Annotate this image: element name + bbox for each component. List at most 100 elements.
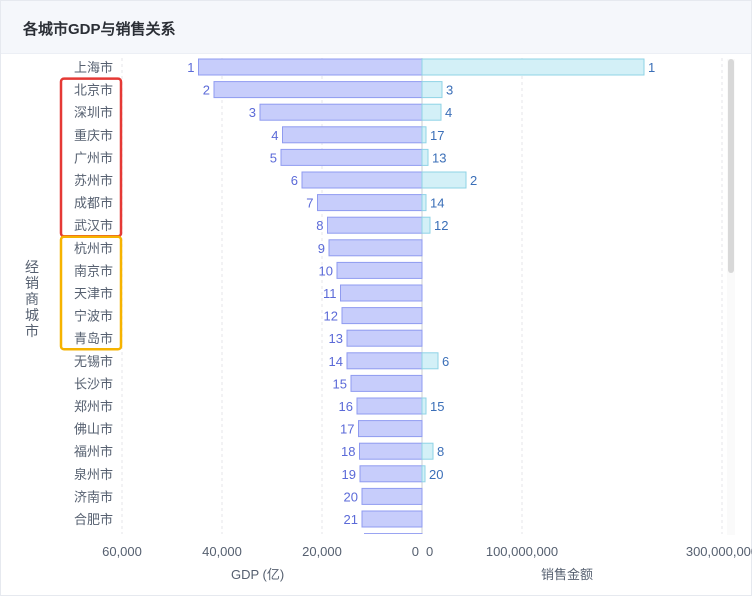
gdp-bar: [359, 465, 423, 483]
sales-bar: [421, 103, 442, 121]
category-label: 广州市: [74, 150, 113, 165]
gdp-rank-label: 16: [339, 399, 353, 414]
gdp-bar: [340, 284, 423, 302]
category-label: 青岛市: [74, 331, 113, 346]
category-label: 武汉市: [74, 218, 113, 233]
sales-rank-label: 15: [430, 399, 444, 414]
gdp-rank-label: 5: [270, 150, 277, 165]
gdp-rank-label: 7: [306, 196, 313, 211]
highlight-box-yellow: [59, 235, 123, 351]
gdp-bar: [350, 374, 423, 392]
category-label: 宁波市: [74, 309, 113, 324]
gdp-rank-label: 20: [344, 489, 358, 504]
gdp-rank-label: 8: [316, 218, 323, 233]
gdp-bar: [341, 307, 423, 325]
sales-bar: [421, 352, 439, 370]
x-axis-label-sales: 销售金额: [541, 567, 594, 582]
sales-rank-label: 12: [434, 218, 448, 233]
gdp-tick-label: 0: [412, 544, 419, 559]
sales-rank-label: 1: [648, 60, 655, 75]
sales-tick-label: 300,000,000: [686, 544, 752, 559]
gdp-bar: [359, 442, 423, 460]
gdp-rank-label: 11: [323, 286, 337, 301]
gdp-tick-label: 40,000: [202, 544, 242, 559]
category-label: 泉州市: [74, 467, 113, 482]
sales-rank-label: 8: [437, 444, 444, 459]
gdp-rank-label: 9: [318, 241, 325, 256]
gdp-rank-label: 1: [187, 60, 194, 75]
gdp-bar: [346, 352, 423, 370]
category-label: 佛山市: [74, 422, 113, 437]
sales-bar: [421, 81, 443, 99]
sales-rank-label: 13: [432, 150, 446, 165]
gdp-rank-label: 15: [333, 376, 347, 391]
gdp-rank-label: 22: [346, 535, 360, 550]
category-label: 长沙市: [74, 376, 113, 391]
gdp-rank-label: 18: [341, 444, 355, 459]
gdp-bar: [213, 81, 423, 99]
gdp-tick-label: 60,000: [102, 544, 142, 559]
sales-bar: [421, 216, 431, 234]
sales-rank-label: 6: [442, 354, 449, 369]
sales-rank-label: 4: [445, 105, 452, 120]
category-label: 苏州市: [74, 173, 113, 188]
gdp-rank-label: 6: [291, 173, 298, 188]
sales-bar: [421, 171, 467, 189]
category-label: 重庆市: [74, 128, 113, 143]
sales-rank-label: 14: [430, 196, 444, 211]
gdp-bar: [328, 239, 423, 257]
category-label: 合肥市: [74, 512, 113, 527]
gdp-bar: [358, 420, 423, 438]
panel-header: 各城市GDP与销售关系: [1, 1, 751, 54]
sales-bar: [421, 397, 427, 415]
gdp-bar: [301, 171, 423, 189]
gdp-bar: [317, 194, 423, 212]
gdp-bar: [346, 329, 423, 347]
category-label: 福州市: [74, 444, 113, 459]
gdp-bar: [280, 148, 423, 166]
gdp-bar: [282, 126, 423, 144]
gdp-rank-label: 12: [324, 309, 338, 324]
gdp-bar: [356, 397, 423, 415]
scrollbar-thumb[interactable]: [728, 59, 734, 273]
gdp-rank-label: 19: [342, 467, 356, 482]
category-label: 上海市: [74, 60, 113, 75]
gdp-rank-label: 21: [344, 512, 358, 527]
gdp-bar: [327, 216, 423, 234]
gdp-bar: [364, 533, 423, 534]
sales-rank-label: 20: [429, 467, 443, 482]
sales-rank-label: 3: [446, 83, 453, 98]
category-label: 无锡市: [74, 354, 113, 369]
category-label: 北京市: [74, 83, 113, 98]
gdp-tick-label: 20,000: [302, 544, 342, 559]
gdp-rank-label: 17: [340, 422, 354, 437]
sales-bar: [421, 194, 427, 212]
gdp-rank-label: 3: [249, 105, 256, 120]
gdp-rank-label: 10: [319, 263, 333, 278]
category-label: 南京市: [74, 263, 113, 278]
gdp-bar: [336, 261, 423, 279]
gdp-bar: [198, 58, 423, 76]
gdp-bar: [361, 487, 423, 505]
sales-bar: [421, 126, 427, 144]
sales-rank-label: 2: [470, 173, 477, 188]
gdp-rank-label: 2: [203, 83, 210, 98]
sales-bar: [421, 465, 426, 483]
category-label: 深圳市: [74, 105, 113, 120]
y-axis-label: 经销商城市: [25, 259, 39, 339]
gdp-rank-label: 13: [329, 331, 343, 346]
scrollbar-track[interactable]: [727, 59, 735, 535]
sales-bar: [421, 58, 645, 76]
sales-bar: [421, 442, 434, 460]
sales-rank-label: 17: [430, 128, 444, 143]
gdp-bar: [361, 510, 423, 528]
x-axis-label-gdp: GDP (亿): [231, 567, 285, 582]
sales-bar: [421, 148, 429, 166]
gdp-rank-label: 4: [271, 128, 278, 143]
category-label: 天津市: [74, 286, 113, 301]
gdp-bar: [259, 103, 423, 121]
gdp-rank-label: 14: [329, 354, 343, 369]
category-label: 郑州市: [74, 399, 113, 414]
